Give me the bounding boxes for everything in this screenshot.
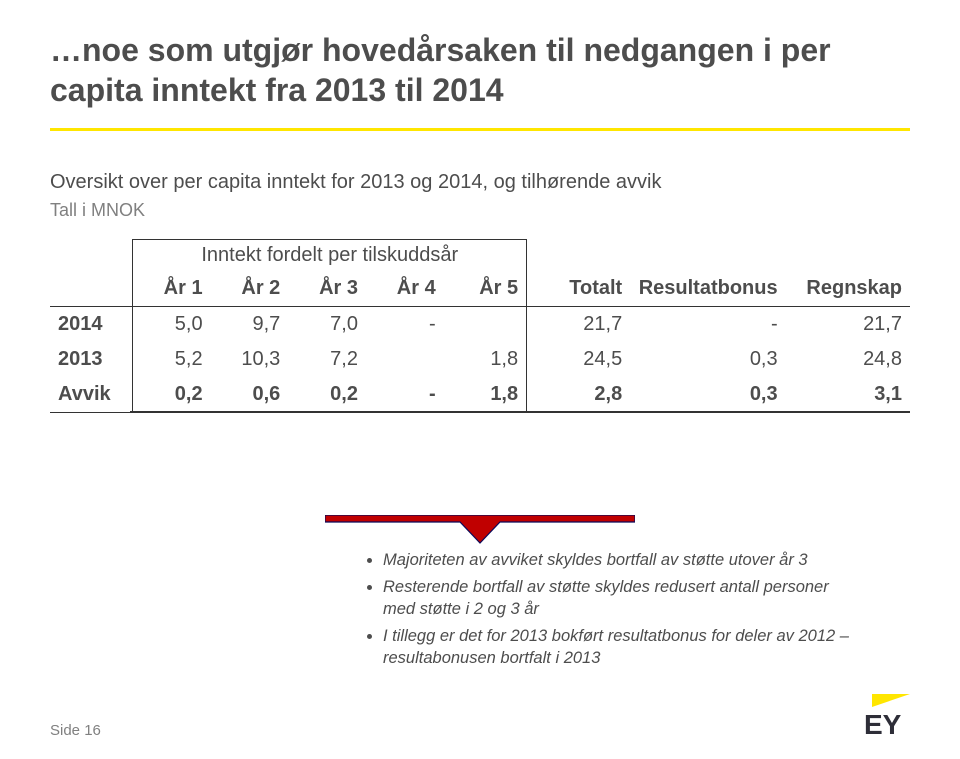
- cell: 24,8: [786, 342, 910, 377]
- cell: 5,0: [133, 307, 211, 343]
- cell: 0,3: [630, 342, 785, 377]
- ey-logo: EY: [864, 694, 910, 743]
- col-header: År 1: [133, 271, 211, 307]
- table-double-rule: [130, 411, 910, 413]
- cell: 1,8: [444, 377, 527, 413]
- income-table: Inntekt fordelt per tilskuddsår År 1 År …: [50, 239, 910, 413]
- cell: 1,8: [444, 342, 527, 377]
- page-title: …noe som utgjør hovedårsaken til nedgang…: [50, 30, 910, 110]
- cell: 0,3: [630, 377, 785, 413]
- cell: 0,2: [133, 377, 211, 413]
- subtitle: Oversikt over per capita inntekt for 201…: [50, 171, 910, 194]
- cell: -: [630, 307, 785, 343]
- cell: 3,1: [786, 377, 910, 413]
- cell: -: [366, 307, 444, 343]
- cell: [444, 307, 527, 343]
- notes-list: Majoriteten av avviket skyldes bortfall …: [365, 550, 865, 675]
- cell: 24,5: [527, 342, 631, 377]
- row-label: Avvik: [50, 377, 133, 413]
- cell: 9,7: [211, 307, 289, 343]
- list-item: Majoriteten av avviket skyldes bortfall …: [383, 550, 865, 571]
- col-header: Resultatbonus: [630, 271, 785, 307]
- page-number: Side 16: [50, 722, 101, 739]
- cell: 21,7: [527, 307, 631, 343]
- col-header: År 4: [366, 271, 444, 307]
- list-item: Resterende bortfall av støtte skyldes re…: [383, 577, 865, 620]
- col-header: Regnskap: [786, 271, 910, 307]
- cell: 10,3: [211, 342, 289, 377]
- col-header: År 2: [211, 271, 289, 307]
- cell: 2,8: [527, 377, 631, 413]
- table-row: 2013 5,2 10,3 7,2 1,8 24,5 0,3 24,8: [50, 342, 910, 377]
- callout-arrow-icon: [325, 515, 635, 545]
- cell: 21,7: [786, 307, 910, 343]
- row-label: 2013: [50, 342, 133, 377]
- cell: 5,2: [133, 342, 211, 377]
- table-group-label: Inntekt fordelt per tilskuddsår: [133, 240, 527, 272]
- table-row: 2014 5,0 9,7 7,0 - 21,7 - 21,7: [50, 307, 910, 343]
- table-row: Avvik 0,2 0,6 0,2 - 1,8 2,8 0,3 3,1: [50, 377, 910, 413]
- col-header: År 5: [444, 271, 527, 307]
- ey-logo-text: EY: [864, 709, 902, 738]
- title-rule: [50, 128, 910, 131]
- cell: 7,0: [288, 307, 366, 343]
- cell: -: [366, 377, 444, 413]
- row-label: 2014: [50, 307, 133, 343]
- cell: 0,2: [288, 377, 366, 413]
- cell: [366, 342, 444, 377]
- col-header: År 3: [288, 271, 366, 307]
- subnote: Tall i MNOK: [50, 200, 910, 221]
- list-item: I tillegg er det for 2013 bokført result…: [383, 626, 865, 669]
- cell: 7,2: [288, 342, 366, 377]
- cell: 0,6: [211, 377, 289, 413]
- col-header: Totalt: [527, 271, 631, 307]
- table-corner: [50, 271, 133, 307]
